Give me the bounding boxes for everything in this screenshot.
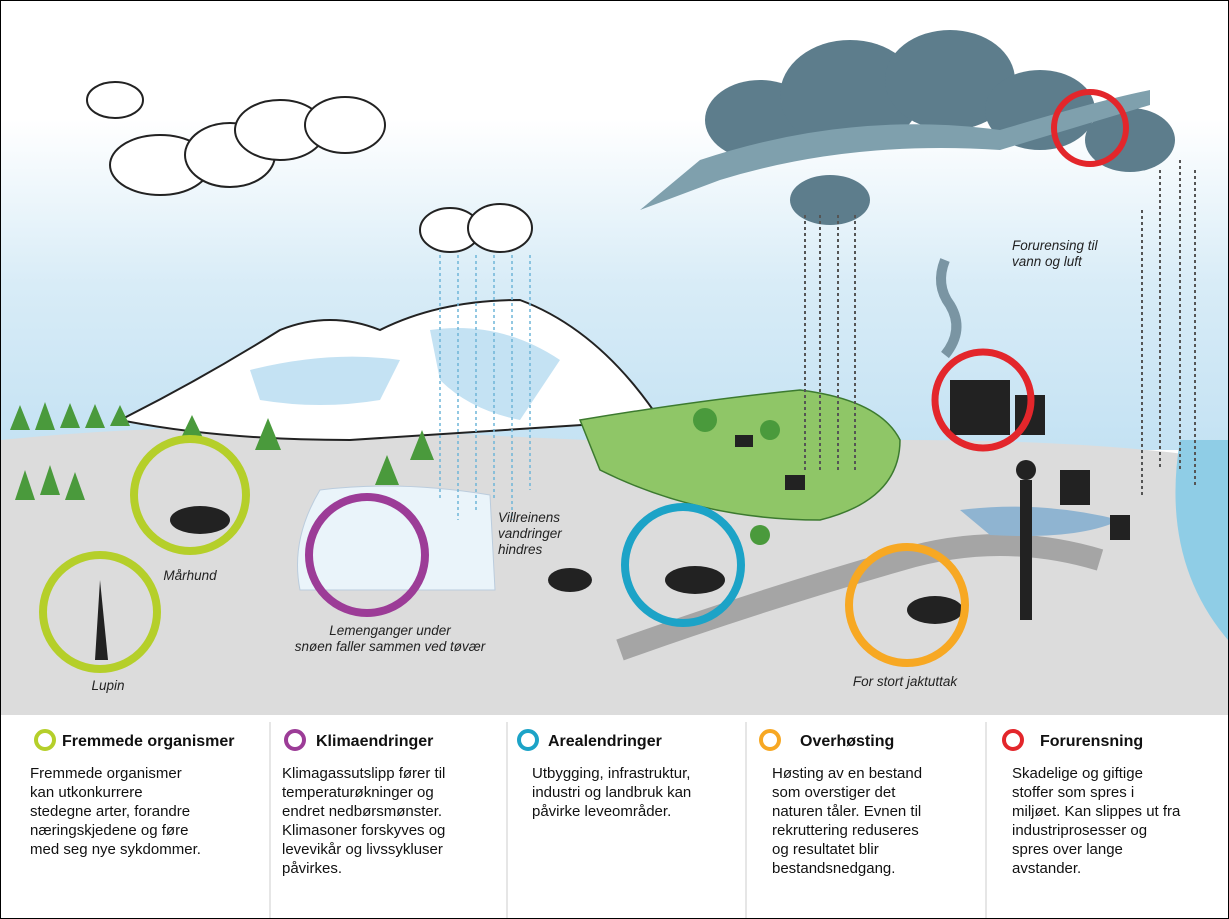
marker-circle [130, 435, 250, 555]
legend-title: Forurensning [1040, 733, 1143, 750]
legend-text: industriprosesser og [1012, 822, 1147, 839]
legend-text: endret nedbørsmønster. [282, 803, 442, 820]
snow-field [297, 485, 496, 591]
marker-circle [621, 503, 745, 627]
legend-icon [34, 729, 56, 751]
legend-text: som overstiger det [772, 784, 896, 801]
legend-text: Utbygging, infrastruktur, [532, 765, 690, 782]
legend-text: temperaturøkninger og [282, 784, 434, 801]
legend-icon [517, 729, 539, 751]
scene-label: hindres [498, 542, 543, 557]
legend-text: stoffer som spres i [1012, 784, 1134, 801]
legend-text: Skadelige og giftige [1012, 765, 1143, 782]
scene-label: vann og luft [1012, 254, 1083, 269]
trees [10, 402, 780, 545]
legend-text: levevikår og livssykluser [282, 841, 443, 858]
scene-label: vandringer [498, 526, 562, 541]
legend-icon [759, 729, 781, 751]
legend-text: spres over lange [1012, 841, 1123, 858]
scene-label: Lemenganger under [329, 623, 451, 638]
legend-icon [1002, 729, 1024, 751]
lake [960, 506, 1120, 536]
marker-circle [305, 493, 429, 617]
legend-text: avstander. [1012, 860, 1081, 877]
scene-label: snøen faller sammen ved tøvær [295, 639, 486, 654]
green-hill [578, 389, 901, 521]
legend-text: og resultatet blir [772, 841, 879, 858]
legend-text: bestandsnedgang. [772, 860, 895, 877]
legend-text: Klimasoner forskyves og [282, 822, 445, 839]
clouds-dark [640, 30, 1175, 225]
legend-text: kan utkonkurrere [30, 784, 143, 801]
legend-text: næringskjedene og føre [30, 822, 188, 839]
sea [1175, 440, 1228, 640]
legend-text: Fremmede organismer [30, 765, 182, 782]
legend-text: påvirkes. [282, 860, 342, 877]
legend-title: Overhøsting [800, 733, 894, 750]
legend-text: industri og landbruk kan [532, 784, 691, 801]
legend-text: påvirke leveområder. [532, 803, 671, 820]
marker-circle [39, 551, 161, 673]
legend-text: rekruttering reduseres [772, 822, 919, 839]
legend-text: Høsting av en bestand [772, 765, 922, 782]
scene-markers [39, 89, 1129, 673]
legend-icon [284, 729, 306, 751]
marker-circle [1051, 89, 1129, 167]
legend-text: Klimagassutslipp fører til [282, 765, 445, 782]
legend-title: Arealendringer [548, 733, 662, 750]
scene-label: For stort jaktuttak [853, 674, 959, 689]
legend-separators [269, 722, 987, 918]
scene-label: Mårhund [163, 568, 217, 583]
legend-text: med seg nye sykdommer. [30, 841, 201, 858]
legend-text: stedegne arter, forandre [30, 803, 190, 820]
marker-circle [931, 348, 1035, 452]
marker-circle [845, 543, 969, 667]
legend-text: miljøet. Kan slippes ut fra [1012, 803, 1181, 820]
clouds-white [86, 81, 533, 253]
rain-blue [439, 255, 531, 520]
snow-shade [250, 328, 560, 420]
ground [1, 426, 1228, 715]
legend-text: naturen tåler. Evnen til [772, 803, 921, 820]
legend-title: Fremmede organismer [62, 733, 235, 750]
scene-label: Forurensing til [1012, 238, 1099, 253]
scene-label: Villreinens [498, 510, 560, 525]
rain-dark [804, 160, 1196, 495]
legend-title: Klimaendringer [316, 733, 433, 750]
scene-label: Lupin [91, 678, 124, 693]
